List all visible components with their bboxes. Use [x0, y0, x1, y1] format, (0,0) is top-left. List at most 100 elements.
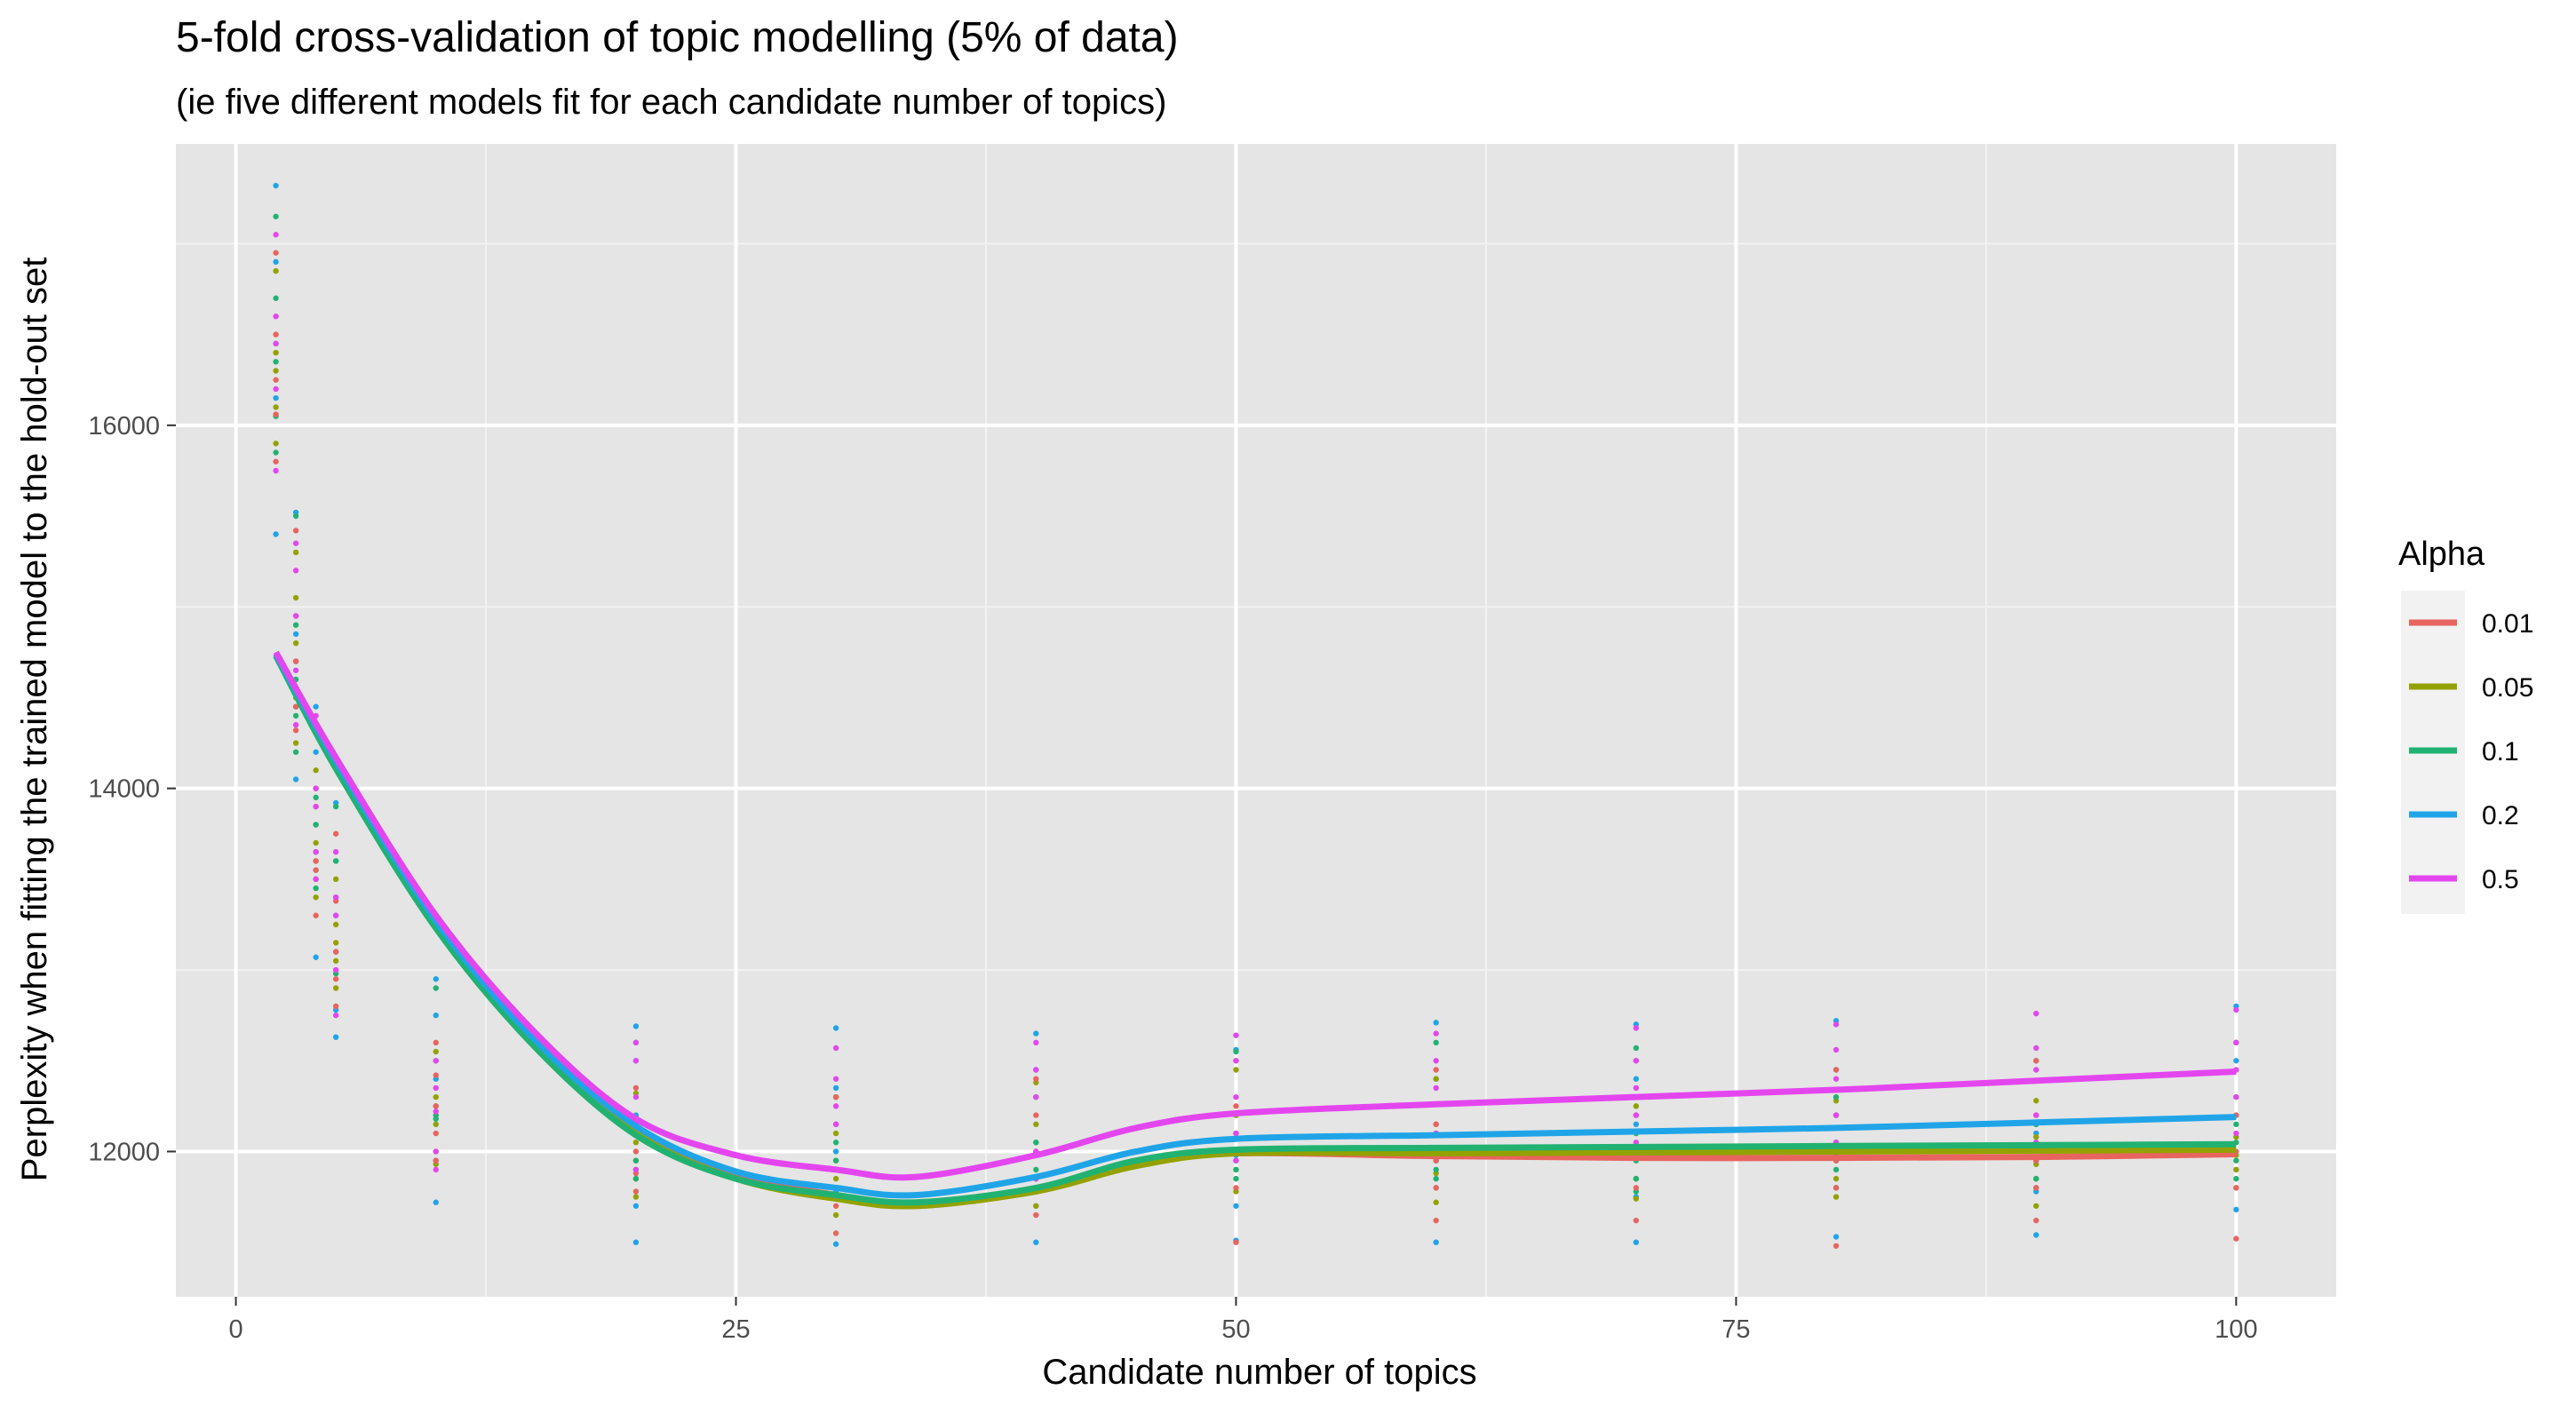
data-point — [313, 749, 319, 755]
data-point — [1433, 1217, 1439, 1224]
data-point — [313, 703, 319, 710]
data-point — [292, 712, 299, 719]
data-point — [292, 727, 299, 734]
plot-panel — [176, 144, 2336, 1297]
data-point — [832, 1076, 839, 1082]
data-point — [433, 1116, 439, 1122]
data-point — [1833, 1234, 1840, 1240]
data-point — [1633, 1045, 1640, 1052]
data-point — [1833, 1067, 1840, 1073]
data-point — [832, 1157, 839, 1164]
data-point — [1233, 1130, 1239, 1137]
data-point — [313, 822, 319, 828]
data-point — [313, 876, 319, 883]
data-point — [433, 1148, 439, 1155]
data-point — [273, 313, 279, 320]
data-point — [2033, 1098, 2039, 1104]
data-point — [632, 1175, 640, 1182]
data-point — [2233, 1039, 2239, 1046]
data-point — [273, 394, 279, 401]
data-point — [292, 658, 299, 664]
chart-subtitle: (ie five different models fit for each c… — [176, 83, 1166, 122]
data-point — [832, 1241, 839, 1247]
data-point — [2033, 1010, 2039, 1017]
data-point — [1033, 1076, 1039, 1082]
data-point — [1633, 1058, 1640, 1064]
data-point — [832, 1175, 839, 1182]
data-point — [2033, 1217, 2039, 1224]
data-point — [313, 767, 319, 774]
data-point — [332, 848, 339, 855]
data-point — [2233, 1157, 2239, 1164]
data-point — [1433, 1067, 1439, 1073]
data-point — [1233, 1032, 1239, 1038]
x-tick-label: 50 — [1221, 1315, 1250, 1344]
data-point — [1233, 1203, 1239, 1209]
smooth-line-0-5 — [273, 650, 2237, 1181]
data-point — [632, 1188, 640, 1195]
data-point — [273, 359, 279, 365]
data-point — [292, 667, 299, 673]
data-point — [632, 1239, 640, 1245]
legend-label: 0.01 — [2482, 609, 2533, 639]
data-point — [273, 182, 279, 189]
data-point — [433, 1012, 439, 1019]
data-point — [313, 803, 319, 810]
data-point — [1033, 1140, 1039, 1146]
data-point — [1633, 1217, 1640, 1224]
data-point — [1233, 1048, 1239, 1055]
data-point — [273, 213, 279, 219]
x-tick-label: 0 — [228, 1315, 242, 1344]
data-point — [273, 467, 279, 474]
data-point — [632, 1023, 640, 1029]
data-point — [1433, 1175, 1439, 1182]
data-point — [292, 549, 299, 556]
data-point — [1433, 1185, 1439, 1191]
data-point — [2033, 1067, 2039, 1073]
data-point — [332, 966, 339, 973]
data-point — [1633, 1121, 1640, 1128]
data-point — [313, 954, 319, 960]
x-axis: 0 25 50 75 100 — [228, 1297, 2258, 1344]
data-point — [2033, 1175, 2039, 1182]
y-tick-label: 12000 — [88, 1138, 160, 1166]
data-point — [2233, 1121, 2239, 1128]
data-point — [292, 594, 299, 601]
data-point — [832, 1025, 839, 1031]
data-point — [332, 940, 339, 946]
data-point — [1633, 1239, 1640, 1245]
data-point — [2233, 1130, 2239, 1137]
data-point — [273, 449, 279, 456]
data-point — [332, 912, 339, 918]
data-point — [292, 540, 299, 546]
data-point — [1633, 1025, 1640, 1031]
legend-label: 0.5 — [2482, 865, 2519, 894]
data-point — [332, 1003, 339, 1010]
data-point — [433, 1039, 439, 1046]
data-point — [1433, 1166, 1439, 1173]
data-point — [2233, 1093, 2239, 1100]
data-point — [273, 250, 279, 256]
data-point — [433, 1048, 439, 1055]
data-point — [273, 377, 279, 383]
data-point — [1033, 1112, 1039, 1118]
data-point — [433, 1166, 439, 1173]
chart-title: 5-fold cross-validation of topic modelli… — [176, 14, 1179, 61]
data-point — [332, 894, 339, 901]
data-point — [1833, 1185, 1840, 1191]
data-point — [273, 258, 279, 266]
smooth-line-0-1 — [273, 654, 2237, 1206]
legend: Alpha 0.01 0.05 0.1 0.2 0.5 — [2398, 536, 2533, 914]
data-point — [433, 1103, 439, 1109]
data-point — [1633, 1084, 1640, 1092]
data-point — [632, 1203, 640, 1209]
data-point — [832, 1203, 839, 1209]
data-point — [433, 1130, 439, 1137]
data-point — [1033, 1121, 1039, 1128]
data-point — [1033, 1093, 1039, 1100]
data-point — [313, 839, 319, 846]
data-point — [2233, 1235, 2239, 1242]
data-point — [332, 830, 339, 837]
data-point — [1433, 1039, 1439, 1046]
data-point — [1233, 1067, 1239, 1073]
